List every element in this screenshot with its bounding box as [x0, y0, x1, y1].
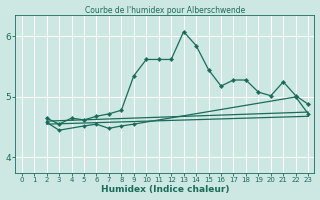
X-axis label: Humidex (Indice chaleur): Humidex (Indice chaleur)	[101, 185, 229, 194]
Title: Courbe de l'humidex pour Alberschwende: Courbe de l'humidex pour Alberschwende	[85, 6, 245, 15]
